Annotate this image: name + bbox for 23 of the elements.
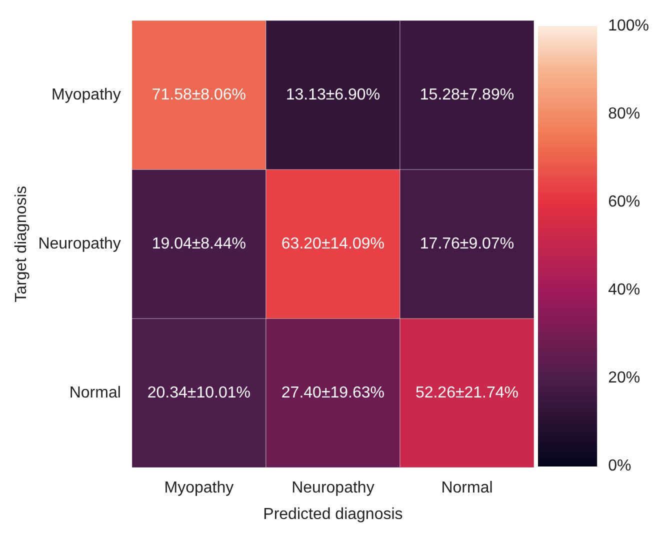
data-label: 17.76±9.07% xyxy=(420,236,514,253)
y-axis-title: Target diagnosis xyxy=(13,186,30,302)
data-label: 52.26±21.74% xyxy=(415,384,519,402)
color-bar-label: 40% xyxy=(608,281,640,298)
color-bar-label: 100% xyxy=(608,17,649,34)
y-tick-label: Myopathy xyxy=(52,86,121,104)
data-label: 15.28±7.89% xyxy=(420,86,514,104)
color-bar-label: 60% xyxy=(608,193,640,210)
x-tick-label: Neuropathy xyxy=(292,480,374,497)
y-tick-label: Normal xyxy=(69,384,121,402)
data-label: 63.20±14.09% xyxy=(281,236,385,253)
color-bar-label: 0% xyxy=(608,457,632,474)
x-tick-label: Myopathy xyxy=(164,480,234,497)
x-axis-title: Predicted diagnosis xyxy=(263,506,403,523)
data-label: 20.34±10.01% xyxy=(147,384,250,402)
color-bar-label: 80% xyxy=(608,105,640,122)
data-label: 71.58±8.06% xyxy=(152,86,246,104)
y-tick-label: Neuropathy xyxy=(38,236,121,253)
color-bar-label: 20% xyxy=(608,369,640,386)
data-label: 13.13±6.90% xyxy=(286,86,380,104)
x-tick-label: Normal xyxy=(441,480,493,497)
data-label: 27.40±19.63% xyxy=(281,384,385,402)
data-label: 19.04±8.44% xyxy=(152,236,246,253)
